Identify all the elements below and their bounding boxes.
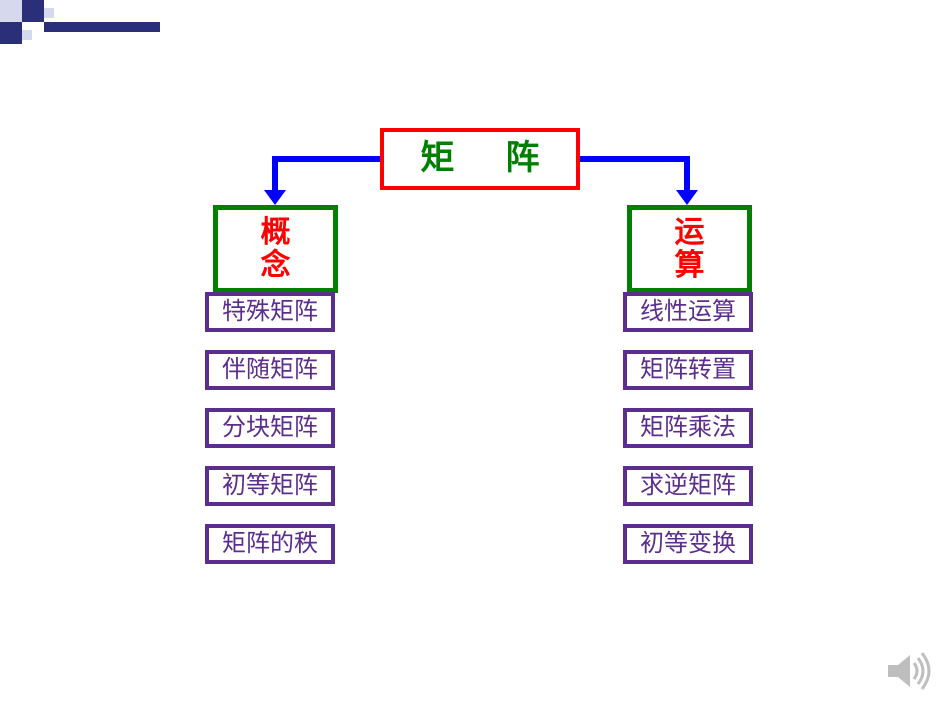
corner-decoration bbox=[0, 0, 160, 50]
node-m4: 求逆矩阵 bbox=[623, 466, 753, 506]
node-concept: 概 念 bbox=[213, 205, 338, 293]
node-n2: 伴随矩阵 bbox=[205, 350, 335, 390]
edge-root-concept bbox=[275, 156, 383, 162]
node-m5: 初等变换 bbox=[623, 524, 753, 564]
arrowhead-operation bbox=[676, 190, 698, 205]
node-m1: 线性运算 bbox=[623, 292, 753, 332]
node-operation: 运 算 bbox=[627, 205, 752, 293]
node-n1: 特殊矩阵 bbox=[205, 292, 335, 332]
arrowhead-concept bbox=[264, 190, 286, 205]
node-root: 矩 阵 bbox=[380, 128, 580, 190]
node-m3: 矩阵乘法 bbox=[623, 408, 753, 448]
node-n5: 矩阵的秩 bbox=[205, 524, 335, 564]
edge-root-operation bbox=[578, 156, 690, 162]
speaker-icon bbox=[884, 647, 932, 695]
node-n4: 初等矩阵 bbox=[205, 466, 335, 506]
node-n3: 分块矩阵 bbox=[205, 408, 335, 448]
node-m2: 矩阵转置 bbox=[623, 350, 753, 390]
